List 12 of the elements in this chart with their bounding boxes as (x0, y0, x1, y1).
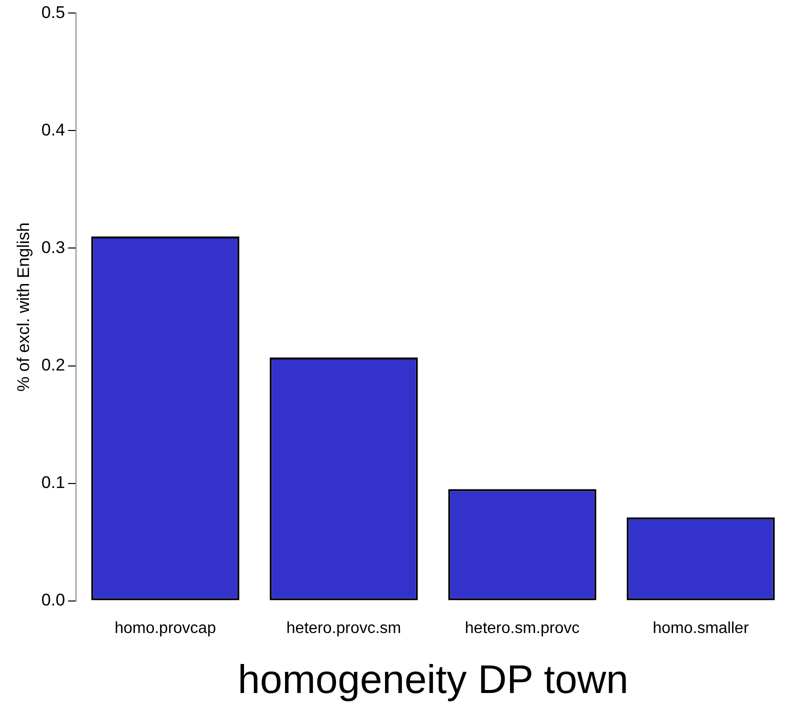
y-tick-label: 0.5 (41, 2, 66, 22)
y-tick-label: 0.0 (41, 590, 66, 610)
y-tick-label: 0.4 (41, 120, 66, 140)
y-tick-label: 0.2 (41, 355, 66, 374)
y-tick-label: 0.1 (41, 472, 66, 492)
x-tick-label: hetero.sm.provc (464, 620, 580, 637)
x-tick-label: homo.provcap (114, 620, 216, 637)
x-axis-title: homogeneity DP town (238, 658, 628, 702)
x-tick-label: hetero.provc.sm (286, 620, 402, 637)
y-tick-label: 0.3 (41, 238, 66, 257)
y-axis-title: % of excl. with English (14, 222, 33, 392)
x-tick-label: homo.smaller (652, 620, 750, 637)
